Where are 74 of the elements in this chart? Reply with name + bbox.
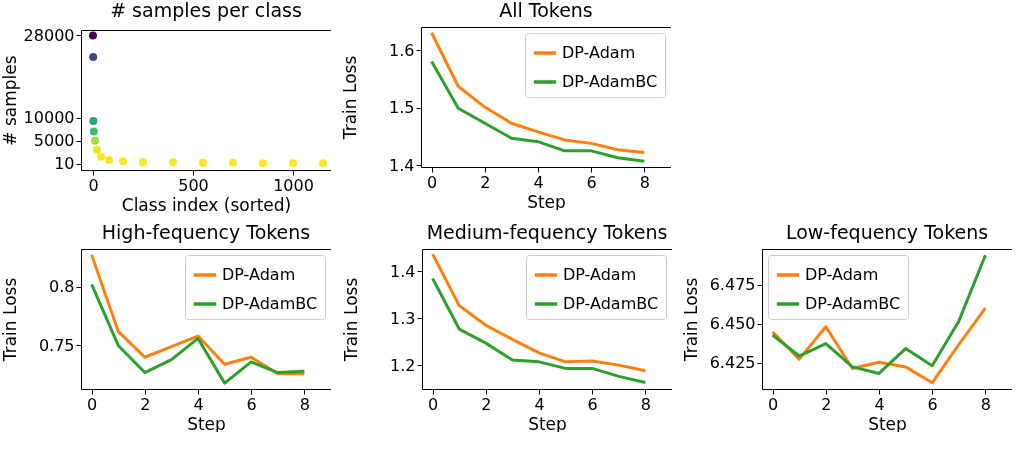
x-tick-label: 0 [768, 394, 779, 414]
legend-label: DP-AdamBC [222, 294, 318, 313]
x-tick-label: 500 [178, 175, 209, 195]
point [229, 158, 237, 167]
x-tick-label: 4 [533, 172, 544, 192]
x-tick-label: 0 [427, 172, 438, 192]
point [119, 157, 127, 166]
legend-label: DP-AdamBC [562, 72, 658, 91]
y-axis-title: Train Loss [340, 277, 361, 363]
point [89, 117, 98, 126]
x-tick-label: 6 [246, 394, 257, 414]
x-tick-label: 1000 [273, 175, 314, 195]
y-tick-label: 1.5 [389, 98, 415, 118]
chart-title: Medium-fequency Tokens [426, 221, 668, 243]
y-tick-label: 5000 [33, 131, 75, 151]
y-axis-title: Train Loss [0, 277, 20, 363]
x-tick-label: 8 [640, 394, 651, 414]
x-tick-label: 6 [587, 394, 598, 414]
legend-label: DP-AdamBC [805, 294, 901, 313]
point [89, 53, 98, 61]
x-tick-label: 2 [140, 394, 151, 414]
x-tick-label: 2 [481, 394, 492, 414]
x-tick-label: 0 [87, 394, 98, 414]
x-tick-label: 8 [299, 394, 310, 414]
point [169, 158, 177, 167]
legend-label: DP-Adam [805, 265, 879, 284]
x-tick-label: 0 [88, 175, 99, 195]
y-tick-label: 1.2 [390, 355, 416, 375]
line-series [771, 253, 987, 375]
y-tick-label: 6.475 [709, 275, 756, 295]
chart-title: Low-fequency Tokens [785, 221, 989, 243]
chart-title: All Tokens [499, 0, 593, 21]
point [97, 152, 105, 161]
point [93, 145, 101, 154]
y-tick-label: 10 [54, 154, 75, 174]
x-tick-label: 2 [821, 394, 832, 414]
point [319, 159, 327, 168]
y-tick-label: 0.75 [38, 335, 75, 355]
y-tick-label: 1.3 [390, 308, 416, 328]
y-tick-label: 10000 [23, 108, 75, 128]
point [91, 136, 99, 145]
chart-title: High-fequency Tokens [101, 221, 311, 243]
y-tick-label: 0.8 [49, 277, 75, 297]
y-tick-label: 6.450 [709, 314, 756, 334]
y-tick-label: 1.4 [390, 261, 416, 281]
x-tick-label: 2 [480, 172, 491, 192]
point [89, 31, 97, 40]
y-tick-label: 28000 [23, 25, 75, 45]
x-tick-label: 6 [586, 172, 597, 192]
y-tick-label: 1.6 [389, 40, 415, 60]
y-tick-label: 1.4 [389, 155, 415, 175]
chart-title: # samples per class [110, 0, 302, 22]
point [259, 159, 267, 168]
legend-label: DP-Adam [222, 265, 296, 284]
y-axis-title: Train Loss [339, 55, 360, 141]
legend-label: DP-Adam [562, 43, 636, 62]
point [289, 159, 297, 168]
x-axis-title: Class index (sorted) [121, 194, 292, 215]
point [199, 158, 207, 167]
x-tick-label: 0 [428, 394, 439, 414]
x-tick-label: 8 [639, 172, 650, 192]
y-axis-title: # samples [0, 55, 20, 146]
x-tick-label: 4 [874, 394, 885, 414]
legend-label: DP-AdamBC [563, 294, 659, 313]
x-tick-label: 6 [927, 394, 938, 414]
point [89, 127, 98, 136]
legend-label: DP-Adam [563, 265, 637, 284]
point [139, 158, 147, 167]
x-tick-label: 4 [534, 394, 545, 414]
x-tick-label: 8 [980, 394, 991, 414]
y-tick-label: 6.425 [709, 353, 756, 373]
y-axis-title: Train Loss [680, 277, 701, 363]
x-tick-label: 4 [193, 394, 204, 414]
point [105, 155, 113, 164]
